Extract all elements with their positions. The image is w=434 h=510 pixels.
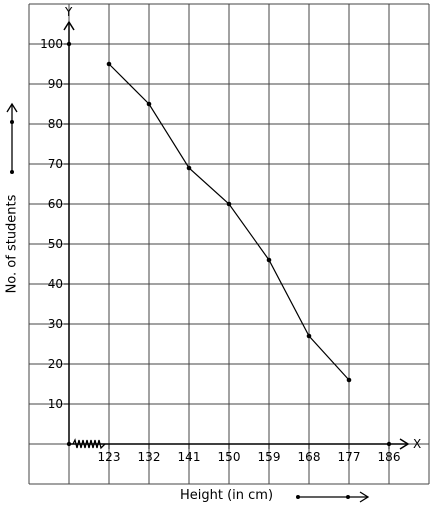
data-point (306, 333, 312, 339)
x-tick-label: 168 (298, 450, 321, 464)
x-tick-label: 123 (98, 450, 121, 464)
x-tick-label: 177 (338, 450, 361, 464)
axis-break-zigzag (72, 438, 106, 450)
data-point (266, 257, 272, 263)
y-tick-label: 70 (48, 157, 63, 171)
data-point (106, 61, 112, 67)
y-tick-label: 10 (48, 397, 63, 411)
y-tick-label: 30 (48, 317, 63, 331)
x-tick-label: 141 (178, 450, 201, 464)
data-point (146, 101, 152, 107)
axis-decorations (6, 102, 370, 503)
y-direction-arrowhead (6, 102, 18, 113)
y-tick-label: 50 (48, 237, 63, 251)
x-axis-letter: X (413, 437, 421, 451)
y-tick-label: 90 (48, 77, 63, 91)
y-tick-label: 40 (48, 277, 63, 291)
x-tick-label: 132 (138, 450, 161, 464)
data-series (106, 61, 352, 383)
x-tick-label: 186 (378, 450, 401, 464)
y-axis-label: No. of students (4, 194, 20, 294)
y-direction-dot (10, 170, 14, 174)
origin-dot (66, 441, 72, 447)
y-tick-labels: 10 20 30 40 50 60 70 80 90 100 (40, 37, 69, 411)
x-tick-labels: 123 132 141 150 159 168 177 186 (98, 444, 401, 464)
x-direction-dot (296, 495, 300, 499)
y-axis-arrowhead (63, 20, 75, 31)
y-tick-label: 80 (48, 117, 63, 131)
y-tick-label: 60 (48, 197, 63, 211)
data-point (346, 377, 352, 383)
x-tick-label: 150 (218, 450, 241, 464)
y-tick-label: 20 (48, 357, 63, 371)
y-direction-dot (10, 120, 14, 124)
y-tick-label: 100 (40, 37, 63, 51)
x-axis-arrowhead (399, 438, 410, 450)
x-direction-dot (346, 495, 350, 499)
axes (63, 20, 410, 450)
data-point (186, 165, 192, 171)
grid (28, 3, 430, 485)
x-direction-arrowhead (359, 491, 370, 503)
data-point (226, 201, 232, 207)
x-axis-label: Height (in cm) (180, 488, 274, 503)
x-tick-label: 159 (258, 450, 281, 464)
y-axis-letter: Y (64, 5, 73, 19)
